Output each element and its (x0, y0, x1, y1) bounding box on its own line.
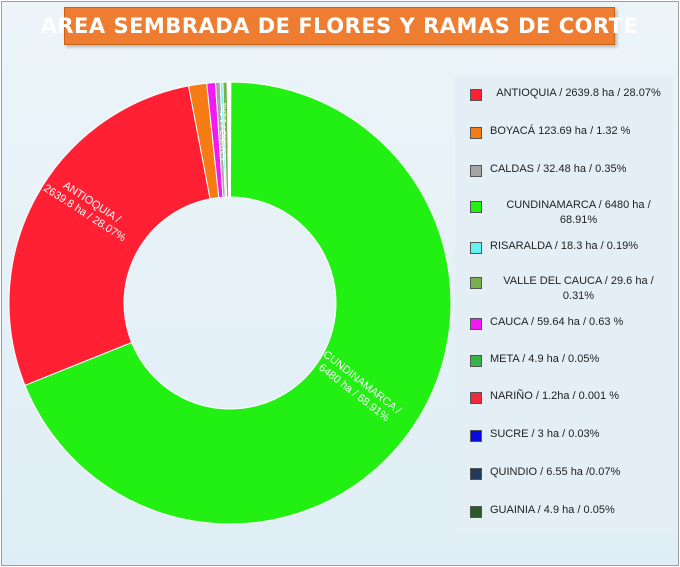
legend-swatch (470, 468, 482, 480)
legend-label: ANTIOQUIA / 2639.8 ha / 28.07% (496, 87, 661, 99)
legend-label: NARIÑO / 1.2ha / 0.001 % (490, 390, 620, 402)
chart-title: AREA SEMBRADA DE FLORES Y RAMAS DE CORTE (40, 14, 639, 38)
chart-title-box: AREA SEMBRADA DE FLORES Y RAMAS DE CORTE (41, 7, 638, 45)
legend-swatch (470, 506, 482, 518)
legend-item: VALLE DEL CAUCA / 29.6 ha / 0.31% (455, 274, 673, 304)
legend-label: SUCRE / 3 ha / 0.03% (490, 428, 600, 440)
data-label-11: NARIÑO / 1.2ha (219, 103, 228, 161)
legend-item: GUAINIA / 4.9 ha / 0.05% (455, 503, 673, 518)
legend-swatch (470, 430, 482, 442)
legend-swatch (470, 127, 482, 139)
legend-swatch (470, 355, 482, 367)
legend-item: RISARALDA / 18.3 ha / 0.19% (455, 239, 673, 254)
slice-0 (8, 85, 211, 386)
legend-label: QUINDIO / 6.55 ha /0.07% (490, 466, 621, 478)
legend-swatch (470, 318, 482, 330)
legend-item: SUCRE / 3 ha / 0.03% (455, 427, 673, 442)
legend-swatch (470, 165, 482, 177)
legend-item: META / 4.9 ha / 0.05% (455, 352, 673, 367)
legend-item: BOYACÁ 123.69 ha / 1.32 % (455, 124, 673, 139)
legend-swatch (470, 89, 482, 101)
legend-item: ANTIOQUIA / 2639.8 ha / 28.07% (455, 86, 673, 101)
legend-swatch (470, 277, 482, 289)
legend-label: GUAINIA / 4.9 ha / 0.05% (490, 504, 615, 516)
slice-3 (24, 81, 452, 525)
legend-label: VALLE DEL CAUCA / 29.6 ha / 0.31% (503, 275, 654, 302)
legend-item: QUINDIO / 6.55 ha /0.07% (455, 465, 673, 480)
legend-item: NARIÑO / 1.2ha / 0.001 % (455, 389, 673, 404)
legend-label: BOYACÁ 123.69 ha / 1.32 % (490, 125, 631, 137)
legend-item: CAUCA / 59.64 ha / 0.63 % (455, 315, 673, 330)
legend-swatch (470, 392, 482, 404)
legend-item: CALDAS / 32.48 ha / 0.35% (455, 162, 673, 177)
legend-label: CAUCA / 59.64 ha / 0.63 % (490, 316, 624, 328)
legend-label: CALDAS / 32.48 ha / 0.35% (490, 163, 627, 175)
legend-label: RISARALDA / 18.3 ha / 0.19% (490, 240, 638, 252)
legend-label: CUNDINAMARCA / 6480 ha / 68.91% (506, 199, 651, 226)
legend-swatch (470, 242, 482, 254)
legend: ANTIOQUIA / 2639.8 ha / 28.07% BOYACÁ 123… (455, 77, 673, 533)
slice-11 (229, 81, 232, 198)
legend-label: META / 4.9 ha / 0.05% (490, 353, 600, 365)
legend-swatch (470, 201, 482, 213)
legend-item: CUNDINAMARCA / 6480 ha / 68.91% (455, 198, 673, 228)
